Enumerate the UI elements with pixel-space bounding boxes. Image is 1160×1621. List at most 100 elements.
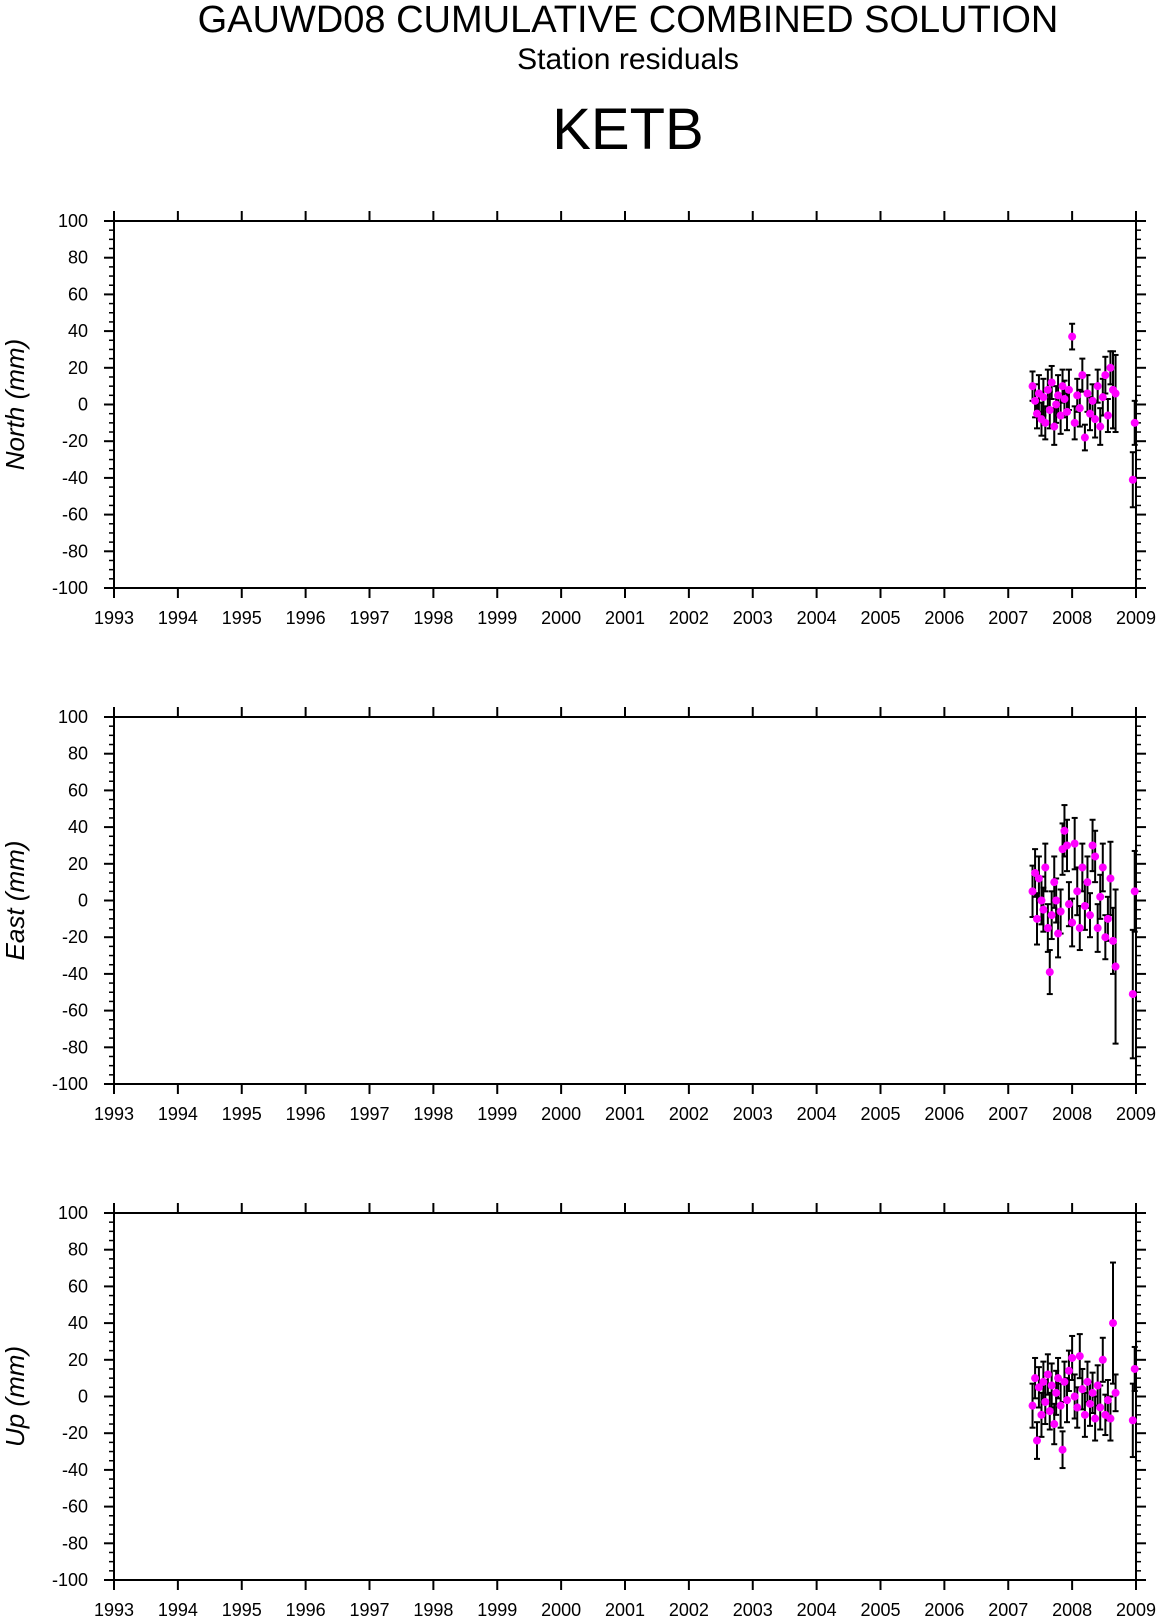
data-point [1043, 1370, 1052, 1379]
data-point [1083, 878, 1092, 887]
y-tick-label: 60 [68, 1276, 88, 1296]
data-point [1063, 841, 1072, 850]
y-tick-label: -60 [62, 1001, 88, 1021]
data-point [1045, 406, 1054, 415]
data-point [1128, 990, 1137, 999]
data-point [1130, 418, 1139, 427]
y-tick-label: -60 [62, 505, 88, 525]
y-tick-label: -20 [62, 927, 88, 947]
plot-panel-3: 1993 1994 1995 1996 1997 1998 1999 2000 2001 2002… [0, 1203, 1156, 1620]
data-point [1068, 1353, 1077, 1362]
data-point [1052, 896, 1061, 905]
data-point [1028, 382, 1037, 391]
y-tick-label: -20 [62, 1423, 88, 1443]
data-point [1075, 1352, 1084, 1361]
x-tick-label: 2008 [1052, 608, 1092, 628]
data-point [1047, 378, 1056, 387]
y-tick-label: 60 [68, 284, 88, 304]
data-point [1078, 371, 1087, 380]
x-tick-label: 1995 [222, 608, 262, 628]
x-tick-label: 2007 [988, 1600, 1028, 1620]
data-point [1063, 1396, 1072, 1405]
data-point [1054, 1374, 1063, 1383]
data-point [1041, 863, 1050, 872]
data-point [1078, 863, 1087, 872]
y-tick-label: 0 [78, 1387, 88, 1407]
x-tick-label: 2002 [669, 608, 709, 628]
data-point [1096, 892, 1105, 901]
y-tick-label: -80 [62, 1533, 88, 1553]
data-point [1041, 1398, 1050, 1407]
x-tick-label: 2006 [924, 1104, 964, 1124]
y-axis-label: North (mm) [0, 339, 30, 470]
data-point [1109, 1319, 1118, 1328]
data-point [1075, 924, 1084, 933]
x-tick-label: 1996 [286, 1600, 326, 1620]
main-title: GAUWD08 CUMULATIVE COMBINED SOLUTION [197, 0, 1059, 41]
y-tick-label: -100 [52, 578, 88, 598]
data-point [1088, 841, 1097, 850]
plot-frame [113, 220, 1137, 589]
y-tick-label: 40 [68, 1313, 88, 1333]
y-tick-label: 40 [68, 817, 88, 837]
data-point [1111, 1388, 1120, 1397]
data-point [1098, 863, 1107, 872]
data-point [1103, 1396, 1112, 1405]
x-tick-label: 2003 [733, 1104, 773, 1124]
x-tick-label: 2005 [860, 1104, 900, 1124]
data-point [1047, 911, 1056, 920]
y-tick-label: -80 [62, 1037, 88, 1057]
data-point [1060, 394, 1069, 403]
data-point [1041, 418, 1050, 427]
data-point [1063, 407, 1072, 416]
x-tick-label: 2004 [797, 608, 837, 628]
data-point [1093, 382, 1102, 391]
data-point [1083, 389, 1092, 398]
data-point [1093, 1381, 1102, 1390]
y-tick-label: 100 [58, 211, 88, 231]
y-tick-label: 0 [78, 395, 88, 415]
data-point [1091, 852, 1100, 861]
data-point [1064, 385, 1073, 394]
data-point [1034, 1383, 1043, 1392]
x-tick-label: 1997 [349, 1104, 389, 1124]
data-point [1091, 1414, 1100, 1423]
data-point [1098, 1355, 1107, 1364]
x-tick-label: 2006 [924, 1600, 964, 1620]
data-point [1050, 422, 1059, 431]
data-point [1039, 905, 1048, 914]
x-tick-label: 1994 [158, 1104, 198, 1124]
y-tick-label: 80 [68, 744, 88, 764]
y-tick-label: 100 [58, 1203, 88, 1223]
data-point [1032, 409, 1041, 418]
data-point [1039, 393, 1048, 402]
data-point [1031, 1374, 1040, 1383]
x-tick-label: 2001 [605, 1600, 645, 1620]
data-point [1086, 911, 1095, 920]
y-tick-label: 60 [68, 780, 88, 800]
x-tick-label: 1998 [413, 1600, 453, 1620]
y-tick-label: -100 [52, 1074, 88, 1094]
x-tick-label: 2001 [605, 1104, 645, 1124]
x-tick-label: 2002 [669, 1600, 709, 1620]
data-point [1075, 404, 1084, 413]
data-point [1052, 1388, 1061, 1397]
x-tick-label: 1993 [94, 1600, 134, 1620]
data-point [1130, 887, 1139, 896]
data-point [1064, 1366, 1073, 1375]
x-tick-label: 1995 [222, 1600, 262, 1620]
x-tick-label: 2000 [541, 608, 581, 628]
data-point [1068, 332, 1077, 341]
data-point [1060, 1377, 1069, 1386]
data-point [1047, 1381, 1056, 1390]
data-point [1054, 391, 1063, 400]
data-point [1111, 389, 1120, 398]
data-point [1043, 924, 1052, 933]
data-point [1039, 1377, 1048, 1386]
x-tick-label: 2008 [1052, 1600, 1092, 1620]
data-point [1096, 422, 1105, 431]
data-point [1056, 907, 1065, 916]
x-tick-label: 2003 [733, 608, 773, 628]
x-tick-label: 1995 [222, 1104, 262, 1124]
x-tick-label: 2009 [1116, 1104, 1156, 1124]
